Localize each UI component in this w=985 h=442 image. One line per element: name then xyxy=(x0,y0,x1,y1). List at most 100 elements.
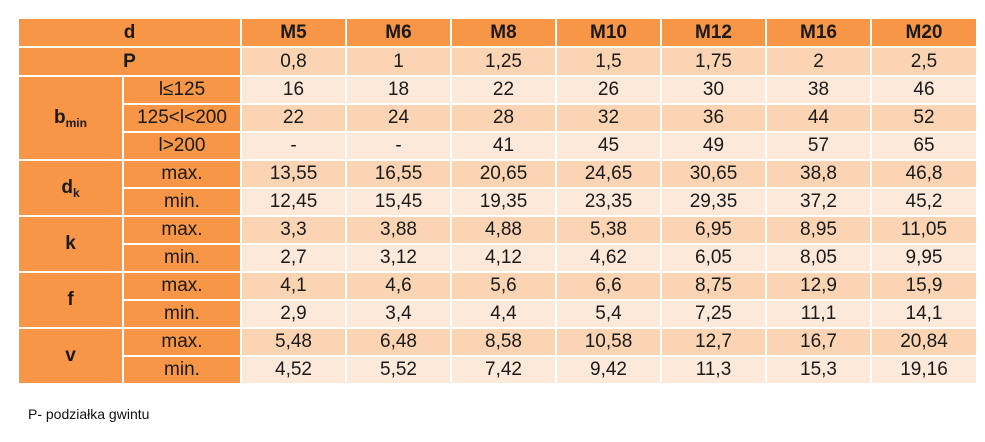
pitch-value: 1 xyxy=(347,48,450,75)
row-label: min. xyxy=(124,357,240,383)
table-cell: 5,38 xyxy=(557,217,660,243)
table-cell: 15,9 xyxy=(872,273,976,299)
table-cell: 29,35 xyxy=(662,189,765,215)
table-row: dk max. 13,55 16,55 20,65 24,65 30,65 38,8 46,8 xyxy=(19,161,976,215)
row-label: max. xyxy=(124,329,240,355)
table-cell: 44 xyxy=(767,105,870,131)
row-label: l>200 xyxy=(124,133,240,159)
table-cell: 20,84 xyxy=(872,329,976,355)
table-cell: 49 xyxy=(662,133,765,159)
table-cell: - xyxy=(242,133,345,159)
table-cell: 6,48 xyxy=(347,329,450,355)
table-cell: 19,35 xyxy=(452,189,555,215)
size-header: M20 xyxy=(872,19,976,46)
table-cell: 18 xyxy=(347,77,450,103)
table-cell: - xyxy=(347,133,450,159)
table-cell: 9,42 xyxy=(557,357,660,383)
table-cell: 8,95 xyxy=(767,217,870,243)
table-row: min. 4,52 5,52 7,42 9,42 11,3 15,3 19,16 xyxy=(19,357,976,383)
table-cell: 4,6 xyxy=(347,273,450,299)
parameter-symbol-text: f xyxy=(67,289,74,310)
row-label: min. xyxy=(124,189,240,215)
table-cell: 13,55 xyxy=(242,161,345,187)
table-cell: 12,45 xyxy=(242,189,345,215)
table-cell: 6,6 xyxy=(557,273,660,299)
spec-table: d M5 M6 M8 M10 M12 M16 M20 P 0,8 1 1,25 … xyxy=(17,17,978,385)
parameter-symbol: dk xyxy=(19,161,122,215)
table-row: l>200- -41 45 49 57 65 xyxy=(19,133,976,159)
table-cell: 4,1 xyxy=(242,273,345,299)
table-cell: 30,65 xyxy=(662,161,765,187)
table-cell: 8,05 xyxy=(767,245,870,271)
table-cell: 9,95 xyxy=(872,245,976,271)
table-cell: 7,25 xyxy=(662,301,765,327)
table-cell: 5,4 xyxy=(557,301,660,327)
table-cell: 2,9 xyxy=(242,301,345,327)
table-cell: 15,45 xyxy=(347,189,450,215)
table-cell: 5,6 xyxy=(452,273,555,299)
pitch-value: 1,25 xyxy=(452,48,555,75)
table-cell: 41 xyxy=(452,133,555,159)
table-row: min. 2,9 3,4 4,4 5,4 7,25 11,1 14,1 xyxy=(19,301,976,327)
spec-table-body: d M5 M6 M8 M10 M12 M16 M20 P 0,8 1 1,25 … xyxy=(19,19,976,383)
row-label: max. xyxy=(124,161,240,187)
size-header: M8 xyxy=(452,19,555,46)
table-row: v max. 5,48 6,48 8,58 10,58 12,7 16,7 20,84 xyxy=(19,329,976,383)
table-cell: 10,58 xyxy=(557,329,660,355)
table-cell: 57 xyxy=(767,133,870,159)
table-row: bmin l≤125 16 18 22 26 30 38 46 xyxy=(19,77,976,159)
table-cell: 36 xyxy=(662,105,765,131)
table-cell: 4,12 xyxy=(452,245,555,271)
table-cell: 52 xyxy=(872,105,976,131)
table-cell: 3,4 xyxy=(347,301,450,327)
table-cell: 11,3 xyxy=(662,357,765,383)
pitch-value: 2 xyxy=(767,48,870,75)
pitch-value: 1,5 xyxy=(557,48,660,75)
row-label: 125<l<200 xyxy=(124,105,240,131)
table-row: min. 12,45 15,45 19,35 23,35 29,35 37,2 45,2 xyxy=(19,189,976,215)
size-header: M6 xyxy=(347,19,450,46)
table-cell: 3,12 xyxy=(347,245,450,271)
row-label: max. xyxy=(124,273,240,299)
header-label: d xyxy=(19,19,240,46)
table-cell: 15,3 xyxy=(767,357,870,383)
parameter-symbol: f xyxy=(19,273,122,327)
table-cell: 3,88 xyxy=(347,217,450,243)
table-cell: 5,52 xyxy=(347,357,450,383)
row-label: l≤125 xyxy=(124,77,240,103)
row-label: max. xyxy=(124,217,240,243)
table-cell: 16,55 xyxy=(347,161,450,187)
table-cell: 14,1 xyxy=(872,301,976,327)
table-cell: 4,88 xyxy=(452,217,555,243)
size-header: M16 xyxy=(767,19,870,46)
pitch-value: 0,8 xyxy=(242,48,345,75)
parameter-symbol: v xyxy=(19,329,122,383)
table-cell: 8,75 xyxy=(662,273,765,299)
table-cell: 24,65 xyxy=(557,161,660,187)
footnote: P- podziałka gwintu xyxy=(28,406,150,422)
pitch-value: 2,5 xyxy=(872,48,976,75)
table-cell: 11,05 xyxy=(872,217,976,243)
table-cell: 16,7 xyxy=(767,329,870,355)
size-header: M12 xyxy=(662,19,765,46)
parameter-symbol-text: d xyxy=(61,176,73,198)
table-cell: 2,7 xyxy=(242,245,345,271)
table-cell: 12,7 xyxy=(662,329,765,355)
pitch-value: 1,75 xyxy=(662,48,765,75)
table-cell: 32 xyxy=(557,105,660,131)
header-row: d M5 M6 M8 M10 M12 M16 M20 xyxy=(19,19,976,46)
table-cell: 11,1 xyxy=(767,301,870,327)
table-cell: 22 xyxy=(452,77,555,103)
table-row: min. 2,7 3,12 4,12 4,62 6,05 8,05 9,95 xyxy=(19,245,976,271)
row-label: min. xyxy=(124,245,240,271)
table-cell: 45 xyxy=(557,133,660,159)
row-label: min. xyxy=(124,301,240,327)
table-cell: 65 xyxy=(872,133,976,159)
parameter-symbol-text: k xyxy=(65,233,76,254)
table-cell: 20,65 xyxy=(452,161,555,187)
table-cell: 24 xyxy=(347,105,450,131)
table-cell: 4,62 xyxy=(557,245,660,271)
table-cell: 6,95 xyxy=(662,217,765,243)
table-cell: 19,16 xyxy=(872,357,976,383)
table-cell: 8,58 xyxy=(452,329,555,355)
